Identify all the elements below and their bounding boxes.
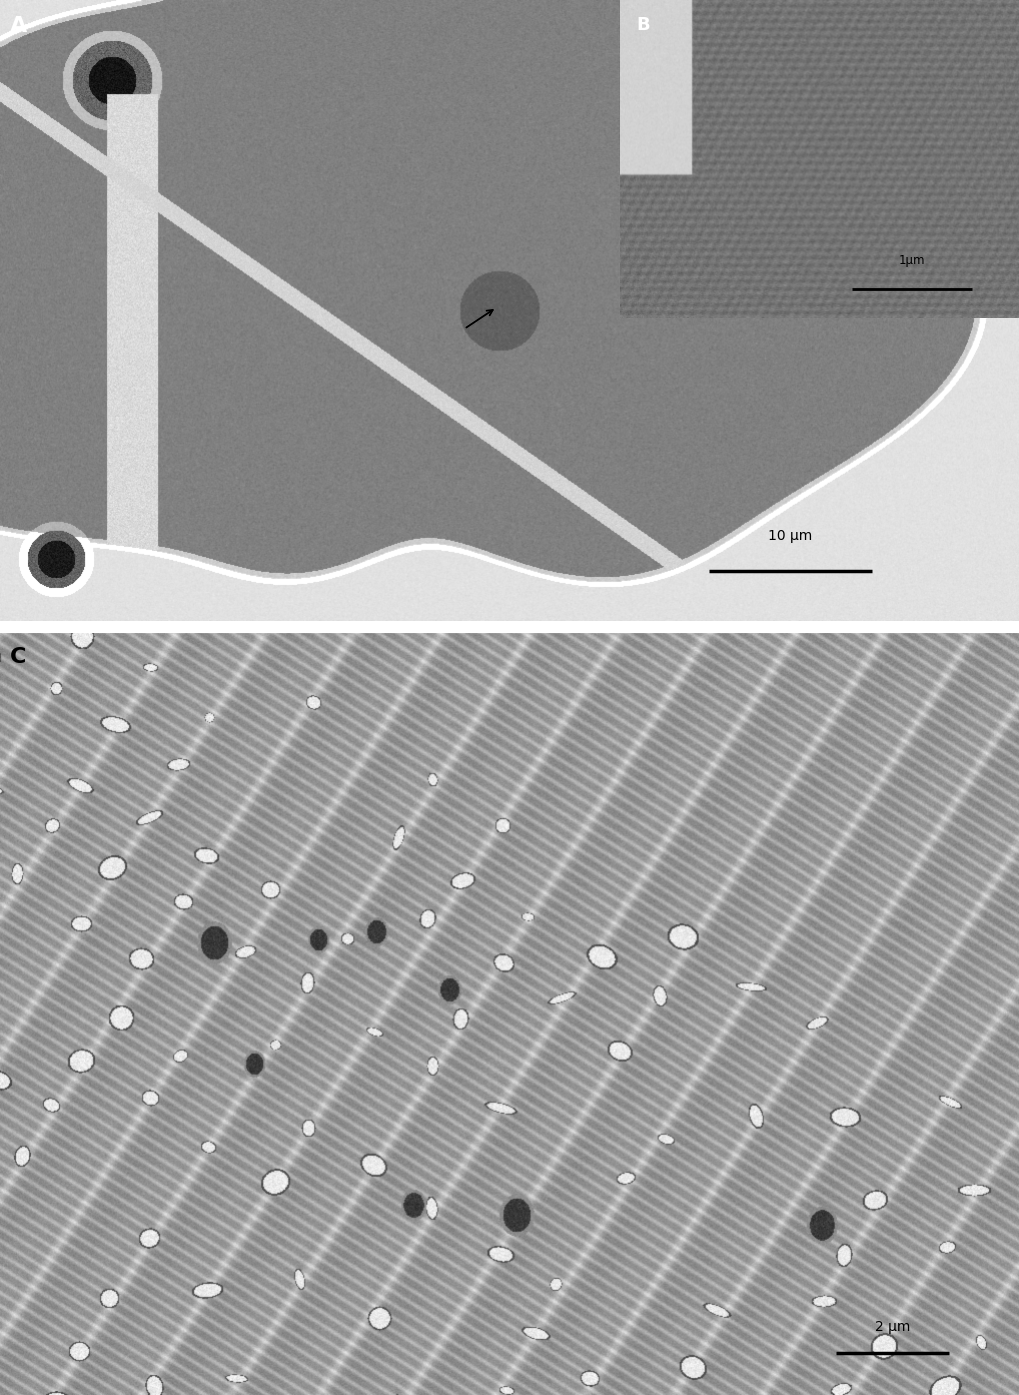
- Text: 2 μm: 2 μm: [874, 1320, 909, 1334]
- Text: A: A: [10, 15, 28, 35]
- Text: 10 μm: 10 μm: [767, 529, 812, 543]
- Text: B: B: [636, 15, 649, 33]
- Text: C: C: [10, 647, 26, 667]
- Text: 1μm: 1μm: [898, 254, 924, 268]
